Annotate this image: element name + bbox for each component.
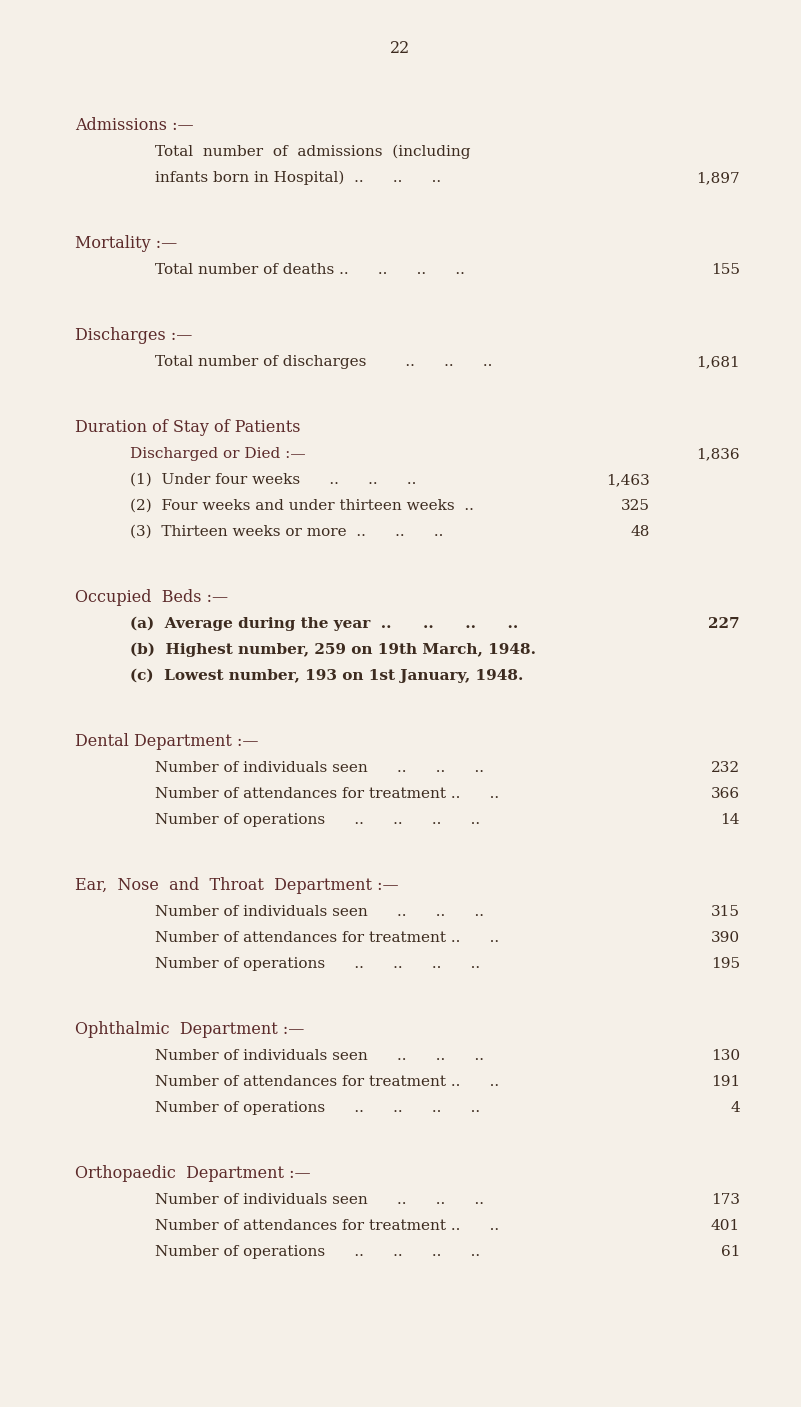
Text: (1)  Under four weeks      ..      ..      ..: (1) Under four weeks .. .. .. [130,473,417,487]
Text: 22: 22 [390,39,411,58]
Text: 195: 195 [710,957,740,971]
Text: 390: 390 [710,931,740,946]
Text: Duration of Stay of Patients: Duration of Stay of Patients [75,419,300,436]
Text: 366: 366 [710,787,740,801]
Text: (3)  Thirteen weeks or more  ..      ..      ..: (3) Thirteen weeks or more .. .. .. [130,525,444,539]
Text: Number of individuals seen      ..      ..      ..: Number of individuals seen .. .. .. [155,905,489,919]
Text: 227: 227 [708,618,740,630]
Text: Number of operations      ..      ..      ..      ..: Number of operations .. .. .. .. [155,957,485,971]
Text: (c)  Lowest number, 193 on 1st January, 1948.: (c) Lowest number, 193 on 1st January, 1… [130,668,523,684]
Text: (b)  Highest number, 259 on 19th March, 1948.: (b) Highest number, 259 on 19th March, 1… [130,643,536,657]
Text: Number of individuals seen      ..      ..      ..: Number of individuals seen .. .. .. [155,761,489,775]
Text: Occupied  Beds :—: Occupied Beds :— [75,590,228,606]
Text: 1,681: 1,681 [696,355,740,369]
Text: (a)  Average during the year  ..      ..      ..      ..: (a) Average during the year .. .. .. .. [130,618,518,632]
Text: 1,463: 1,463 [606,473,650,487]
Text: infants born in Hospital)  ..      ..      ..: infants born in Hospital) .. .. .. [155,172,441,186]
Text: 1,836: 1,836 [696,447,740,461]
Text: 4: 4 [731,1102,740,1114]
Text: 61: 61 [721,1245,740,1259]
Text: Mortality :—: Mortality :— [75,235,177,252]
Text: Number of attendances for treatment ..      ..: Number of attendances for treatment .. .… [155,1075,504,1089]
Text: 173: 173 [711,1193,740,1207]
Text: Admissions :—: Admissions :— [75,117,194,134]
Text: Discharges :—: Discharges :— [75,326,192,343]
Text: 315: 315 [711,905,740,919]
Text: Dental Department :—: Dental Department :— [75,733,259,750]
Text: Number of attendances for treatment ..      ..: Number of attendances for treatment .. .… [155,787,504,801]
Text: 1,897: 1,897 [696,172,740,184]
Text: 325: 325 [621,499,650,514]
Text: 14: 14 [721,813,740,827]
Text: 155: 155 [711,263,740,277]
Text: Ear,  Nose  and  Throat  Department :—: Ear, Nose and Throat Department :— [75,877,399,893]
Text: Number of operations      ..      ..      ..      ..: Number of operations .. .. .. .. [155,813,485,827]
Text: Total number of discharges        ..      ..      ..: Total number of discharges .. .. .. [155,355,493,369]
Text: Number of individuals seen      ..      ..      ..: Number of individuals seen .. .. .. [155,1193,489,1207]
Text: 232: 232 [710,761,740,775]
Text: Total  number  of  admissions  (including: Total number of admissions (including [155,145,470,159]
Text: Total number of deaths ..      ..      ..      ..: Total number of deaths .. .. .. .. [155,263,465,277]
Text: Number of operations      ..      ..      ..      ..: Number of operations .. .. .. .. [155,1102,485,1114]
Text: Orthopaedic  Department :—: Orthopaedic Department :— [75,1165,311,1182]
Text: Ophthalmic  Department :—: Ophthalmic Department :— [75,1021,304,1038]
Text: 48: 48 [630,525,650,539]
Text: Discharged or Died :—: Discharged or Died :— [130,447,306,461]
Text: 191: 191 [710,1075,740,1089]
Text: Number of individuals seen      ..      ..      ..: Number of individuals seen .. .. .. [155,1050,489,1064]
Text: (2)  Four weeks and under thirteen weeks  ..: (2) Four weeks and under thirteen weeks … [130,499,474,514]
Text: Number of attendances for treatment ..      ..: Number of attendances for treatment .. .… [155,931,504,946]
Text: Number of attendances for treatment ..      ..: Number of attendances for treatment .. .… [155,1218,504,1233]
Text: Number of operations      ..      ..      ..      ..: Number of operations .. .. .. .. [155,1245,485,1259]
Text: 130: 130 [710,1050,740,1064]
Text: 401: 401 [710,1218,740,1233]
